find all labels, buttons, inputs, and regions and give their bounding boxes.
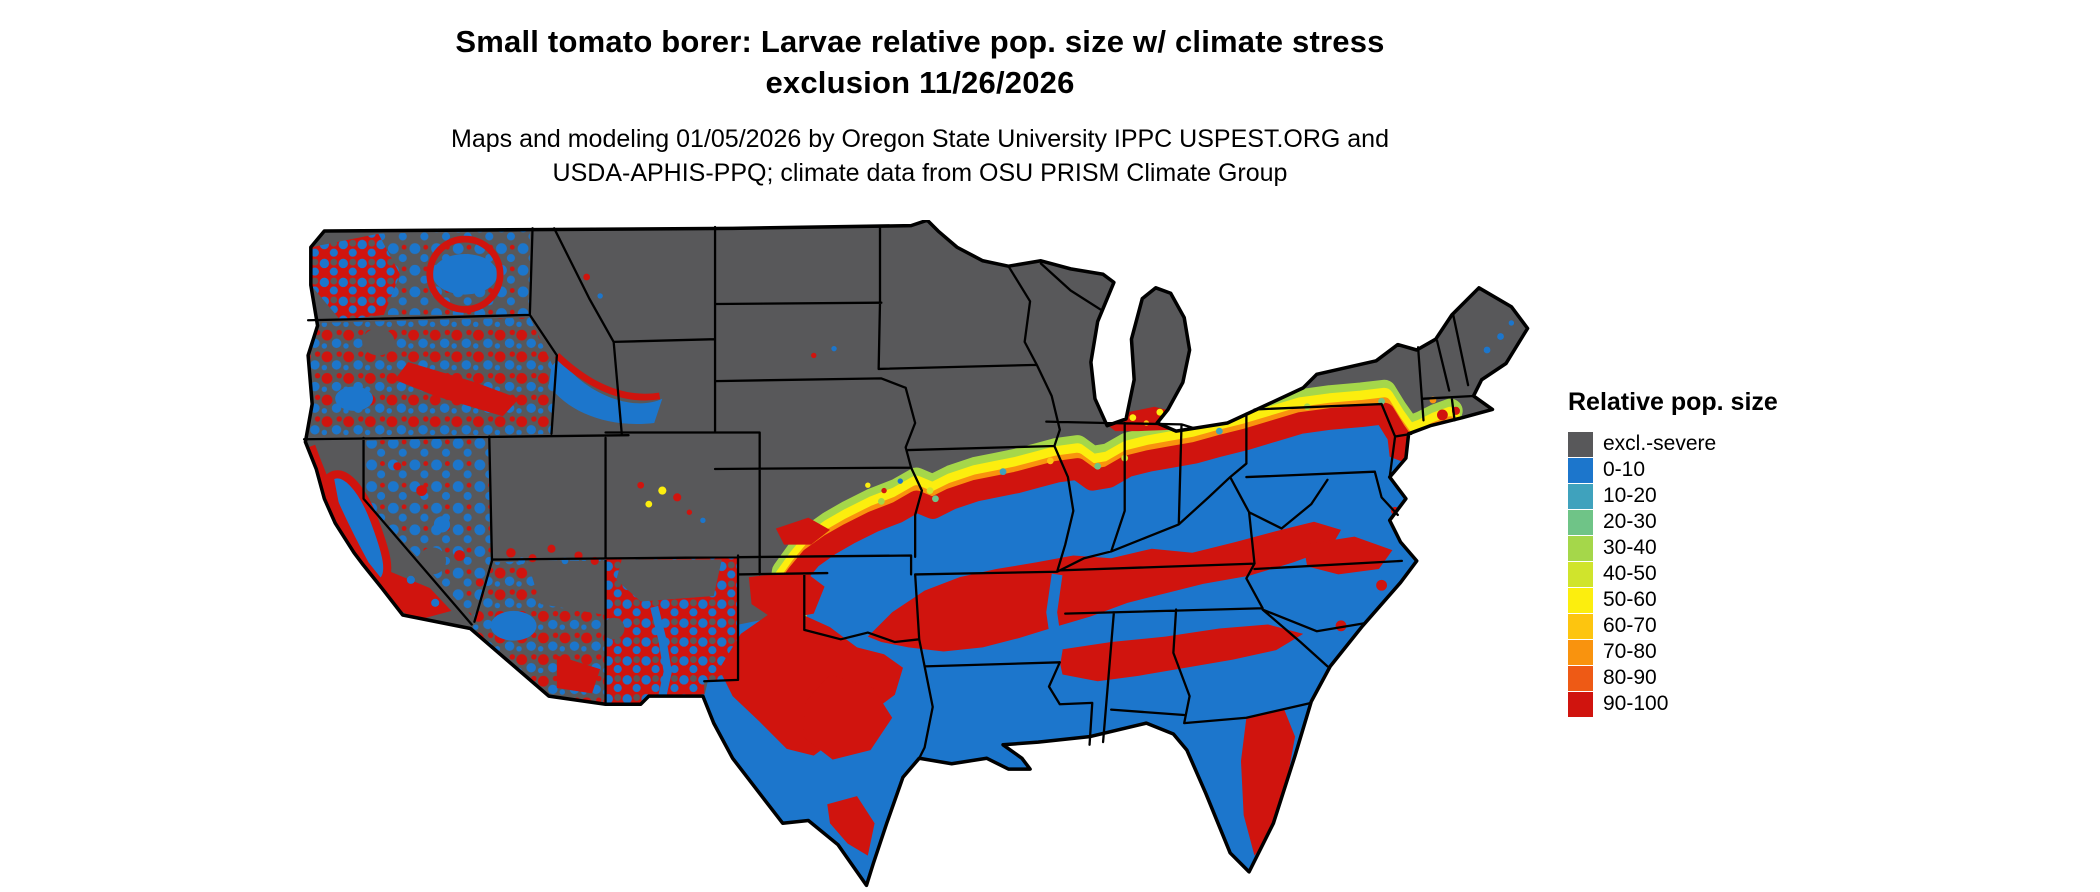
us-map-svg xyxy=(302,220,1530,888)
legend-item: 80-90 xyxy=(1568,665,1778,691)
state-borders xyxy=(302,225,1475,760)
legend-swatch xyxy=(1568,691,1593,717)
legend-label: 90-100 xyxy=(1603,692,1669,715)
legend-swatch xyxy=(1568,483,1593,509)
header: Small tomato borer: Larvae relative pop.… xyxy=(320,22,1520,191)
legend-swatch xyxy=(1568,535,1593,561)
western-mottle xyxy=(305,229,739,705)
legend-label: 40-50 xyxy=(1603,562,1657,585)
legend-item: 20-30 xyxy=(1568,509,1778,535)
legend-item: 70-80 xyxy=(1568,639,1778,665)
legend-item: 30-40 xyxy=(1568,535,1778,561)
legend-swatch xyxy=(1568,639,1593,665)
legend: Relative pop. size excl.-severe 0-10 10-20… xyxy=(1568,388,1778,717)
legend-label: excl.-severe xyxy=(1603,432,1717,455)
legend-item: 40-50 xyxy=(1568,561,1778,587)
legend-items: excl.-severe 0-10 10-20 20-30 30-40 40-50 50-6… xyxy=(1568,431,1778,717)
legend-title: Relative pop. size xyxy=(1568,388,1778,416)
legend-label: 70-80 xyxy=(1603,640,1657,663)
map-subtitle-line2: USDA-APHIS-PPQ; climate data from OSU PR… xyxy=(552,159,1288,188)
raster-layer xyxy=(305,220,1528,886)
legend-label: 10-20 xyxy=(1603,484,1657,507)
legend-item: 10-20 xyxy=(1568,483,1778,509)
legend-item: 90-100 xyxy=(1568,691,1778,717)
legend-item: 0-10 xyxy=(1568,457,1778,483)
legend-label: 0-10 xyxy=(1603,458,1646,481)
legend-swatch xyxy=(1568,587,1593,613)
legend-item: 50-60 xyxy=(1568,587,1778,613)
legend-swatch xyxy=(1568,509,1593,535)
legend-item: excl.-severe xyxy=(1568,431,1778,457)
us-outline xyxy=(303,220,1530,888)
legend-swatch xyxy=(1568,457,1593,483)
map-title-line1: Small tomato borer: Larvae relative pop.… xyxy=(455,24,1385,59)
legend-swatch xyxy=(1568,431,1593,457)
legend-label: 30-40 xyxy=(1603,536,1657,559)
us-map xyxy=(300,220,1533,891)
legend-label: 50-60 xyxy=(1603,588,1657,611)
legend-item: 60-70 xyxy=(1568,613,1778,639)
legend-swatch xyxy=(1568,561,1593,587)
transition-fringe xyxy=(769,379,1463,651)
legend-label: 20-30 xyxy=(1603,510,1657,533)
map-subtitle-line1: Maps and modeling 01/05/2026 by Oregon S… xyxy=(451,124,1389,153)
legend-swatch xyxy=(1568,613,1593,639)
legend-label: 60-70 xyxy=(1603,614,1657,637)
high-pop-patches xyxy=(719,396,1460,856)
map-title-line2: exclusion 11/26/2026 xyxy=(765,64,1075,100)
map-title: Small tomato borer: Larvae relative pop.… xyxy=(320,22,1520,104)
map-subtitle: Maps and modeling 01/05/2026 by Oregon S… xyxy=(320,122,1520,191)
legend-swatch xyxy=(1568,665,1593,691)
legend-label: 80-90 xyxy=(1603,666,1657,689)
